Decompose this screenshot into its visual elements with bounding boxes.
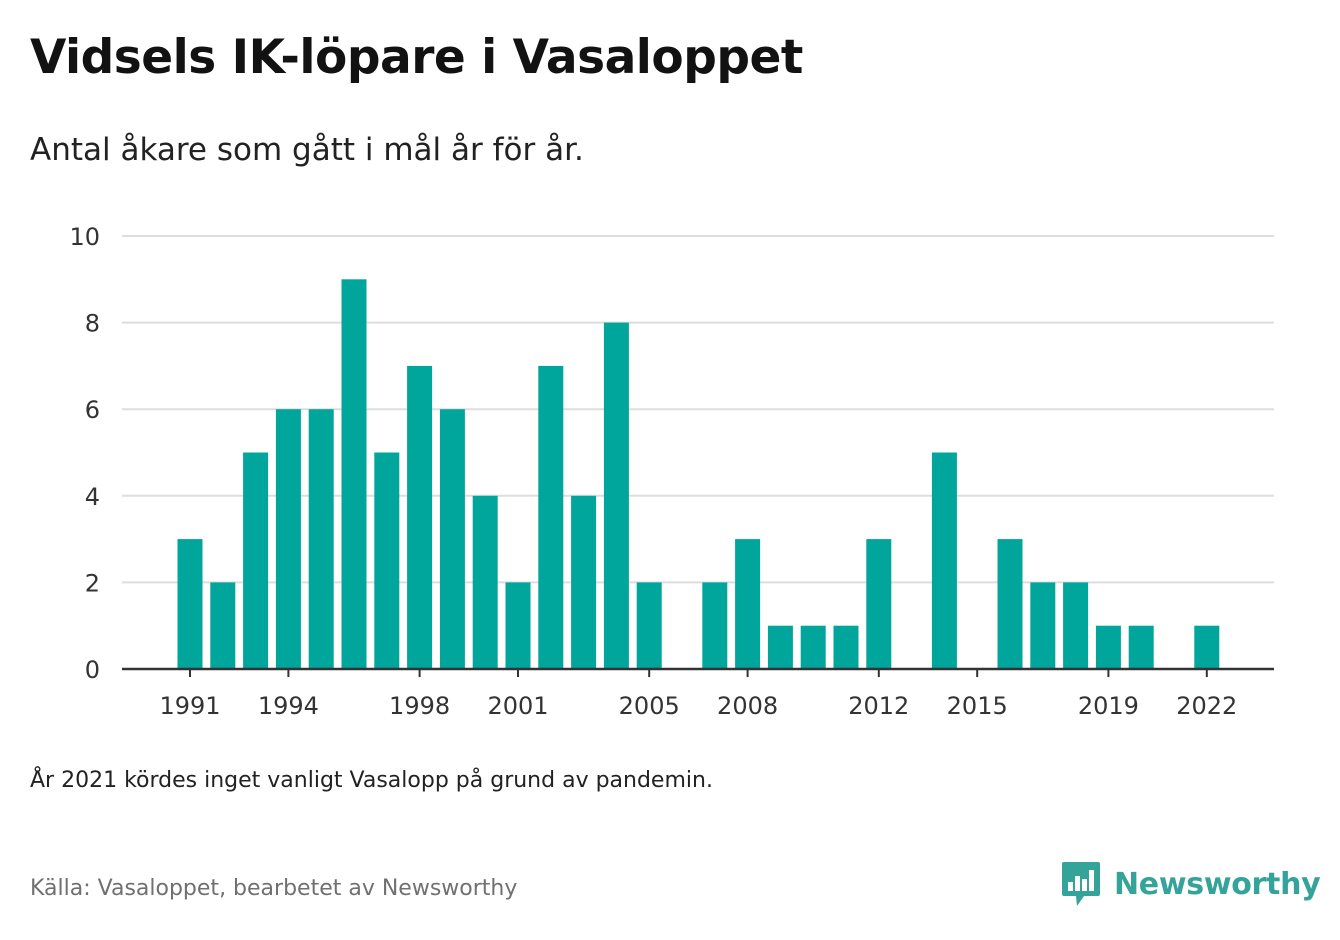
x-tick-label: 2015: [947, 692, 1008, 720]
brand-name: Newsworthy: [1114, 866, 1321, 902]
bar-1991: [177, 539, 203, 669]
x-axis-ticks: 1991 1994 1998 2001 2005 2008 2012 2015 2019 2022: [159, 669, 1237, 720]
bar-2001: [505, 582, 531, 669]
x-tick-label: 1994: [258, 692, 319, 720]
bar-2002: [538, 365, 564, 669]
y-tick-label: 4: [85, 483, 100, 511]
bar-1996: [341, 279, 367, 669]
x-tick-label: 1998: [389, 692, 450, 720]
y-tick-label: 0: [85, 656, 100, 684]
x-tick-label: 2001: [487, 692, 548, 720]
y-tick-label: 10: [69, 223, 100, 251]
bar-1999: [439, 409, 465, 669]
bar-1995: [308, 409, 334, 669]
chart-note: År 2021 kördes inget vanligt Vasalopp på…: [30, 768, 713, 793]
bar-2017: [1030, 582, 1056, 669]
bar-1993: [243, 452, 269, 669]
bar-1992: [210, 582, 236, 669]
bar-2022: [1194, 625, 1220, 669]
chart-subtitle: Antal åkare som gått i mål år för år.: [30, 132, 584, 168]
bar-2016: [997, 539, 1023, 669]
bar-2005: [636, 582, 662, 669]
bar-2019: [1095, 625, 1121, 669]
bar-2009: [767, 625, 793, 669]
bar-2000: [472, 495, 498, 669]
y-tick-label: 8: [85, 310, 100, 338]
source-credit: Källa: Vasaloppet, bearbetet av Newswort…: [30, 876, 518, 901]
bar-2020: [1128, 625, 1154, 669]
bar-2012: [866, 539, 892, 669]
y-tick-label: 6: [85, 396, 100, 424]
bar-1998: [407, 365, 433, 669]
bar-1994: [275, 409, 301, 669]
x-tick-label: 2005: [619, 692, 680, 720]
bar-1997: [374, 452, 400, 669]
bar-2003: [571, 495, 597, 669]
x-tick-label: 2022: [1176, 692, 1237, 720]
bars: [177, 279, 1220, 669]
bar-2011: [833, 625, 859, 669]
bar-2010: [800, 625, 826, 669]
y-axis-ticks: 0 2 4 6 8 10: [69, 223, 100, 684]
bar-2018: [1063, 582, 1089, 669]
y-tick-label: 2: [85, 569, 100, 597]
bar-2007: [702, 582, 728, 669]
x-tick-label: 2019: [1078, 692, 1139, 720]
newsworthy-logo-icon: [1062, 862, 1100, 906]
chart-title: Vidsels IK-löpare i Vasaloppet: [30, 30, 803, 85]
brand-logo: Newsworthy: [1060, 860, 1321, 908]
bar-2004: [603, 322, 629, 669]
bar-2014: [931, 452, 957, 669]
bar-2008: [735, 539, 761, 669]
x-tick-label: 1991: [159, 692, 220, 720]
x-tick-label: 2008: [717, 692, 778, 720]
x-tick-label: 2012: [848, 692, 909, 720]
